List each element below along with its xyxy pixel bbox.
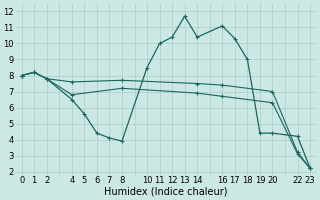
X-axis label: Humidex (Indice chaleur): Humidex (Indice chaleur) (104, 187, 228, 197)
